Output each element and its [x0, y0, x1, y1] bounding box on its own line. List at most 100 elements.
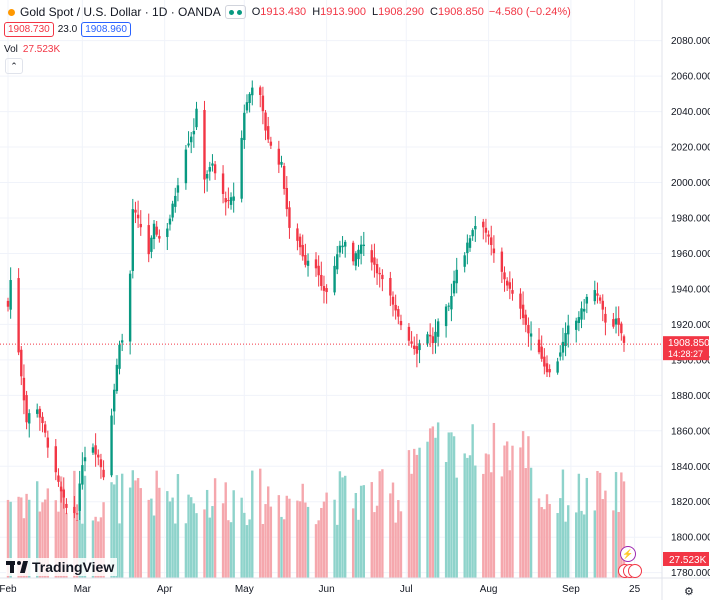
volume-bar: [508, 470, 512, 578]
candle-body: [17, 278, 20, 353]
candle-body: [559, 352, 562, 357]
open-value: 1913.430: [260, 6, 307, 18]
candle-body: [259, 87, 262, 96]
candle-body: [120, 340, 124, 343]
sell-button[interactable]: 1908.730: [4, 22, 54, 37]
candle-body: [561, 341, 565, 353]
candle-body: [567, 325, 570, 335]
volume-bar: [296, 500, 299, 578]
candle-body: [285, 187, 288, 210]
volume-bar: [447, 432, 450, 578]
time-axis[interactable]: Feb Mar Apr May Jun Jul Aug Sep 25: [0, 577, 710, 595]
y-tick-label: 1820.000: [671, 497, 710, 508]
candle-body: [171, 203, 174, 218]
close-label: C: [430, 6, 438, 18]
tradingview-logo-icon: [6, 561, 28, 573]
candle-body: [277, 148, 281, 165]
candle-body: [115, 364, 119, 392]
high-value: 1913.900: [320, 6, 367, 18]
volume-bar: [426, 441, 429, 578]
candle-body: [548, 369, 551, 373]
chevron-up-icon[interactable]: ⌃: [5, 58, 23, 74]
candle-body: [410, 341, 413, 344]
x-tick-label: Feb: [0, 584, 17, 595]
candle-body: [232, 196, 235, 201]
candle-body: [593, 290, 596, 302]
x-tick-label: Apr: [157, 584, 173, 595]
candle-body: [620, 323, 623, 334]
buy-button[interactable]: 1908.960: [81, 22, 131, 37]
volume-bar: [269, 506, 273, 578]
candle-body: [362, 244, 365, 246]
volume-bar: [118, 523, 121, 578]
volume-bar: [455, 477, 458, 578]
candle-body: [436, 321, 440, 337]
candle-body: [205, 174, 209, 179]
candle-body: [511, 290, 514, 294]
candle-body: [612, 319, 615, 327]
volume-bar: [320, 507, 323, 578]
volume-bar: [94, 516, 97, 578]
volume-bar: [474, 465, 477, 578]
volume-bar: [91, 520, 95, 578]
candle-body: [540, 346, 543, 359]
candle-body: [378, 272, 381, 275]
y-tick-label: 1920.000: [671, 320, 710, 331]
volume-bar: [521, 431, 525, 578]
volume-bar: [139, 488, 142, 578]
volume-bar: [601, 499, 604, 578]
candle-body: [604, 313, 607, 323]
x-tick-label: Jun: [319, 584, 335, 595]
candle-body: [251, 87, 254, 96]
volume-bar: [208, 517, 211, 578]
candle-body: [399, 320, 403, 326]
spread-value: 23.0: [57, 24, 78, 35]
volume-bar: [73, 470, 76, 578]
lightning-icon[interactable]: ⚡: [620, 546, 636, 562]
price-axis[interactable]: 2080.000 2060.000 2040.000 2020.000 2000.000…: [661, 0, 710, 600]
candle-body: [598, 297, 602, 301]
candle-body: [505, 280, 509, 286]
volume-bar: [115, 475, 119, 578]
candle-body: [208, 167, 211, 172]
candle-body: [413, 345, 416, 350]
symbol-title[interactable]: Gold Spot / U.S. Dollar · 1D · OANDA: [20, 5, 221, 19]
volume-bar: [351, 508, 355, 578]
volume-bar: [452, 436, 456, 578]
volume-bar: [582, 514, 586, 578]
volume-bar: [431, 426, 435, 578]
volume-bar: [288, 498, 291, 578]
candle-body: [147, 225, 150, 255]
volume-bar: [450, 432, 453, 578]
volume-bar: [83, 475, 87, 578]
volume-bar: [131, 470, 134, 578]
candle-body: [269, 141, 273, 146]
volume-bar: [505, 441, 509, 578]
volume-bar: [593, 510, 596, 578]
volume-bar: [463, 453, 466, 578]
tradingview-logo[interactable]: TradingView: [6, 558, 118, 576]
volume-bar: [301, 483, 304, 578]
candle-body: [22, 377, 26, 401]
candle-body: [582, 308, 586, 312]
candle-body: [211, 163, 214, 166]
volume-bar: [317, 520, 320, 578]
y-tick-label: 2020.000: [671, 143, 710, 154]
volume-axis-label-bg: [663, 552, 709, 566]
volume-bar: [28, 499, 31, 578]
gear-icon[interactable]: ⚙: [684, 586, 694, 598]
flag-icon[interactable]: [618, 564, 642, 578]
candle-body: [73, 506, 76, 514]
candle-body: [463, 255, 466, 267]
candlestick-series: [6, 80, 626, 522]
volume-bar: [176, 474, 180, 578]
volume-bar: [577, 473, 581, 578]
candle-body: [59, 486, 63, 492]
eye-icon[interactable]: [224, 5, 246, 19]
volume-bars: [6, 422, 626, 578]
volume-bar: [17, 496, 20, 578]
candle-body: [527, 325, 530, 334]
volume-bar: [99, 517, 103, 578]
